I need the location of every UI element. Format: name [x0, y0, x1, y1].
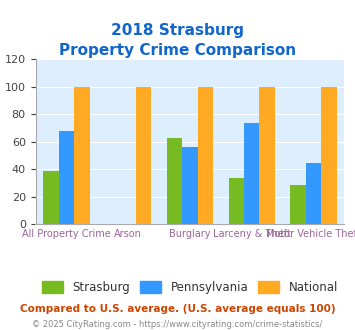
- Bar: [74, 87, 89, 224]
- Bar: [260, 87, 275, 224]
- Bar: [167, 138, 182, 224]
- Text: Compared to U.S. average. (U.S. average equals 100): Compared to U.S. average. (U.S. average …: [20, 304, 335, 314]
- Bar: [198, 87, 213, 224]
- Legend: Strasburg, Pennsylvania, National: Strasburg, Pennsylvania, National: [37, 277, 343, 299]
- Bar: [306, 163, 321, 224]
- Bar: [43, 171, 59, 224]
- Bar: [136, 87, 151, 224]
- Bar: [59, 131, 74, 224]
- Bar: [290, 184, 306, 224]
- Bar: [321, 87, 337, 224]
- Text: 2018 Strasburg: 2018 Strasburg: [111, 23, 244, 38]
- Text: © 2025 CityRating.com - https://www.cityrating.com/crime-statistics/: © 2025 CityRating.com - https://www.city…: [32, 320, 323, 329]
- Bar: [244, 123, 260, 224]
- Text: Property Crime Comparison: Property Crime Comparison: [59, 43, 296, 58]
- Bar: [229, 178, 244, 224]
- Bar: [182, 148, 198, 224]
